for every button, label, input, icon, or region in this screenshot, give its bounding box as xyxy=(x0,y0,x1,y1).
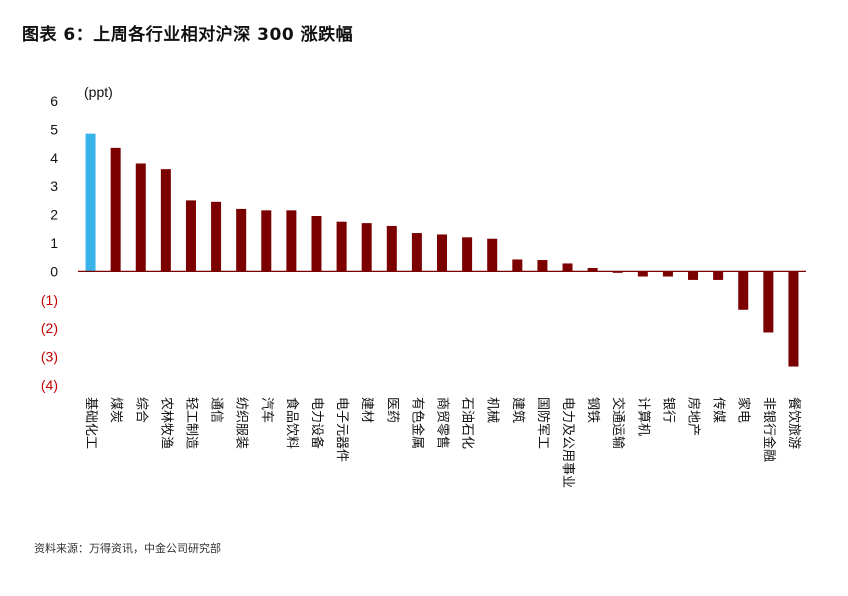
bar xyxy=(763,271,774,333)
bar xyxy=(487,238,498,272)
x-category-label: 有色金属 xyxy=(409,397,425,449)
x-category-label: 银行 xyxy=(660,397,675,423)
bar xyxy=(211,201,222,272)
bar xyxy=(738,271,749,310)
x-category-label: 机械 xyxy=(485,397,500,423)
y-tick-label: 4 xyxy=(50,150,58,166)
y-tick-label: (2) xyxy=(41,320,58,336)
bar xyxy=(160,169,171,272)
x-category-label: 计算机 xyxy=(635,397,650,436)
x-category-label: 电子元器件 xyxy=(334,397,349,462)
bar xyxy=(587,267,598,272)
bar xyxy=(386,225,397,272)
bar xyxy=(462,237,473,272)
x-category-label: 通信 xyxy=(209,397,224,423)
bar xyxy=(437,234,447,272)
y-tick-label: (3) xyxy=(41,349,58,365)
x-category-label: 综合 xyxy=(133,397,148,423)
bar xyxy=(612,271,623,273)
bar xyxy=(688,271,699,280)
y-tick-label: (4) xyxy=(41,377,58,393)
bar xyxy=(537,260,548,272)
x-category-label: 非银行金融 xyxy=(761,397,777,462)
bar xyxy=(411,233,422,272)
y-tick-label: 2 xyxy=(50,207,58,223)
x-category-label: 商贸零售 xyxy=(435,397,451,449)
x-category-label: 建筑 xyxy=(510,397,526,423)
bar xyxy=(637,271,648,277)
y-tick-label: 3 xyxy=(50,178,58,194)
x-category-label: 食品饮料 xyxy=(284,397,300,449)
bar xyxy=(512,259,523,272)
bar xyxy=(185,200,196,272)
x-category-label: 交通运输 xyxy=(610,397,626,449)
bar xyxy=(336,221,347,272)
x-category-label: 家电 xyxy=(736,397,752,423)
bar xyxy=(713,271,724,280)
x-category-label: 电力设备 xyxy=(309,397,325,449)
bar xyxy=(311,216,322,272)
bar xyxy=(135,163,146,272)
source-note: 资料来源：万得资讯，中金公司研究部 xyxy=(34,542,221,555)
chart-title: 图表 6：上周各行业相对沪深 300 涨跌幅 xyxy=(22,25,354,45)
x-category-label: 建材 xyxy=(359,397,374,423)
bar xyxy=(662,271,673,277)
x-category-label: 国防军工 xyxy=(535,397,551,449)
x-category-label: 轻工制造 xyxy=(183,397,198,449)
bar xyxy=(236,208,247,272)
x-category-label: 汽车 xyxy=(259,397,275,423)
y-tick-label: 5 xyxy=(50,121,58,137)
bar xyxy=(286,210,297,272)
bar xyxy=(562,263,573,272)
y-tick-label: 0 xyxy=(50,263,58,279)
bar xyxy=(261,210,272,272)
x-category-label: 医药 xyxy=(384,397,399,423)
x-category-label: 农林牧渔 xyxy=(158,397,173,449)
y-tick-label: 1 xyxy=(50,235,58,251)
x-category-label: 钢铁 xyxy=(585,397,600,423)
y-tick-label: (1) xyxy=(41,292,58,308)
x-category-label: 纺织服装 xyxy=(234,397,249,449)
bar xyxy=(788,271,799,367)
x-category-label: 石油石化 xyxy=(460,397,475,449)
x-category-label: 煤炭 xyxy=(108,397,123,423)
x-category-label: 电力及公用事业 xyxy=(560,397,575,488)
y-axis-unit-label: (ppt) xyxy=(84,84,113,100)
bar xyxy=(85,133,96,272)
bar xyxy=(110,147,121,272)
x-category-label: 餐饮旅游 xyxy=(786,397,802,449)
y-tick-label: 6 xyxy=(50,93,58,109)
x-category-label: 基础化工 xyxy=(83,397,98,449)
x-category-label: 房地产 xyxy=(686,397,702,436)
x-category-label: 传媒 xyxy=(711,397,726,423)
bar xyxy=(361,223,372,272)
